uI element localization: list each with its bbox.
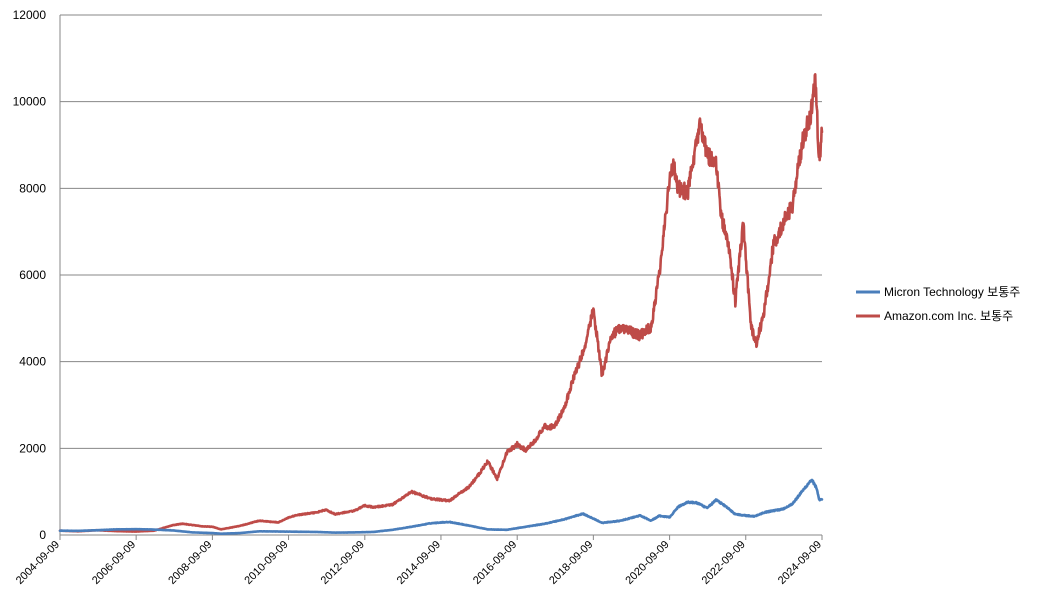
- axes: [59, 15, 823, 540]
- legend-label-micron: Micron Technology 보통주: [884, 285, 1020, 299]
- y-tick-label: 8000: [19, 181, 46, 195]
- y-tick-label: 2000: [19, 441, 46, 455]
- y-tick-label: 6000: [19, 268, 46, 282]
- grid-lines: [60, 14, 822, 449]
- legend-label-amazon: Amazon.com Inc. 보통주: [884, 309, 1013, 323]
- x-tick-label: 2012-09-09: [319, 539, 367, 587]
- x-tick-label: 2022-09-09: [700, 539, 748, 587]
- x-tick-label: 2006-09-09: [90, 539, 138, 587]
- x-tick-label: 2008-09-09: [166, 539, 214, 587]
- x-tick-label: 2010-09-09: [242, 539, 290, 587]
- y-tick-label: 4000: [19, 355, 46, 369]
- x-tick-label: 2016-09-09: [471, 539, 519, 587]
- series-lines: [58, 73, 824, 536]
- x-tick-label: 2018-09-09: [547, 539, 595, 587]
- legend: Micron Technology 보통주 Amazon.com Inc. 보통주: [856, 285, 1020, 323]
- x-tick-label: 2004-09-09: [14, 539, 62, 587]
- series-line-micron: [58, 478, 824, 536]
- x-tick-label: 2014-09-09: [395, 539, 443, 587]
- series-line-amazon: [58, 73, 824, 533]
- y-tick-label: 12000: [13, 8, 47, 22]
- x-tick-label: 2024-09-09: [776, 539, 824, 587]
- y-tick-label: 0: [39, 528, 46, 542]
- x-tick-label: 2020-09-09: [623, 539, 671, 587]
- tick-labels: 0 2000 4000 6000 8000 10000 12000 2004-09-09 200…: [13, 8, 824, 587]
- y-tick-label: 10000: [13, 95, 47, 109]
